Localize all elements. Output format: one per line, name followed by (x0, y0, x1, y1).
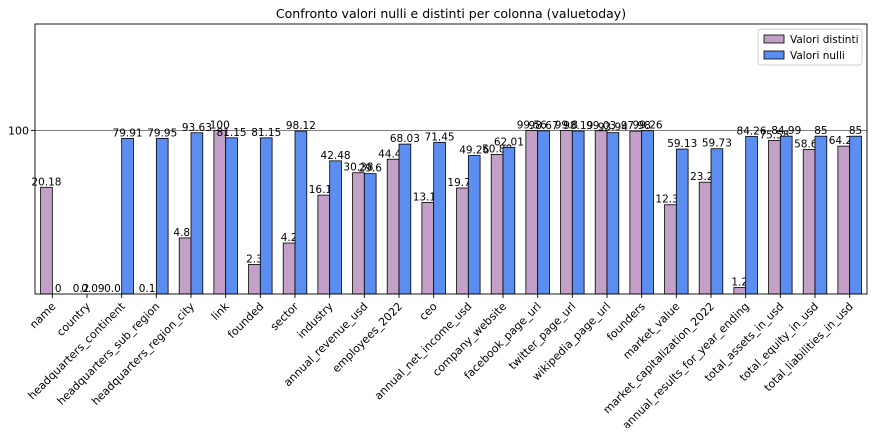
data-label: 29.6 (359, 163, 383, 175)
data-label: 85 (814, 125, 827, 137)
data-label: 20.18 (31, 176, 61, 188)
bar-nulli (434, 142, 446, 294)
data-label: 79.95 (147, 127, 177, 139)
data-label: 98.12 (286, 120, 316, 132)
bar-nulli (226, 138, 238, 294)
bar-nulli (156, 138, 168, 294)
data-label: 49.26 (459, 145, 489, 157)
bar-distinti (353, 173, 365, 294)
bar-nulli (295, 131, 307, 294)
data-label: 79.91 (113, 127, 143, 139)
bar-nulli (364, 174, 376, 294)
bar-distinti (457, 188, 469, 294)
bar-distinti (422, 202, 434, 294)
data-label: 98.19 (563, 120, 593, 132)
data-label: 93.94 (598, 122, 628, 134)
data-label: 59.73 (702, 138, 732, 150)
bar-distinti (318, 195, 330, 294)
data-label: 68.03 (390, 133, 420, 145)
bar-nulli (746, 137, 758, 295)
bar-distinti (803, 149, 815, 294)
legend-swatch-nulli (764, 51, 784, 59)
bar-nulli (330, 161, 342, 294)
bar-nulli (780, 136, 792, 294)
bar-nulli (191, 133, 203, 294)
data-label: 81.15 (217, 127, 247, 139)
bar-nulli (642, 131, 654, 294)
data-label: 59.13 (667, 138, 697, 150)
bar-distinti (283, 243, 295, 294)
bar-distinti (561, 130, 573, 294)
bar-nulli (399, 144, 411, 294)
bar-nulli (538, 131, 550, 294)
y-tick-label: 100 (8, 124, 29, 137)
data-label: 98.67 (529, 120, 559, 132)
data-label: 0 (55, 283, 62, 295)
bar-nulli (607, 133, 619, 294)
bar-distinti (214, 130, 226, 294)
bar-distinti (491, 154, 503, 294)
bar-distinti (41, 187, 53, 294)
bar-nulli (122, 138, 134, 294)
legend-label: Valori distinti (790, 34, 859, 46)
bar-nulli (676, 149, 688, 294)
legend-swatch-distinti (764, 35, 784, 43)
bar-nulli (850, 136, 862, 294)
bar-distinti (595, 131, 607, 294)
bar-distinti (387, 159, 399, 294)
data-label: 84.99 (771, 125, 801, 137)
data-label: 42.48 (321, 150, 351, 162)
bar-nulli (711, 149, 723, 294)
data-label: 81.15 (251, 127, 281, 139)
bar-nulli (260, 138, 272, 294)
chart-title: Confronto valori nulli e distinti per co… (276, 6, 626, 21)
data-label: 84.26 (737, 126, 767, 138)
bar-nulli (503, 147, 515, 294)
data-label: 99.26 (633, 120, 663, 132)
bar-nulli (572, 131, 584, 294)
bar-nulli (815, 136, 827, 294)
bar-distinti (630, 131, 642, 294)
data-label: 62.01 (494, 136, 524, 148)
bar-distinti (699, 182, 711, 294)
bar-distinti (838, 146, 850, 294)
bar-distinti (769, 140, 781, 294)
data-label: 93.63 (182, 122, 212, 134)
bar-nulli (468, 156, 480, 294)
bar-distinti (179, 238, 191, 294)
bar-distinti (249, 264, 261, 294)
bar-distinti (665, 205, 677, 294)
bar-distinti (526, 131, 538, 294)
data-label: 85 (849, 125, 862, 137)
legend-label: Valori nulli (790, 50, 845, 62)
data-label: 71.45 (425, 131, 455, 143)
data-label: 0.09 (81, 283, 104, 295)
